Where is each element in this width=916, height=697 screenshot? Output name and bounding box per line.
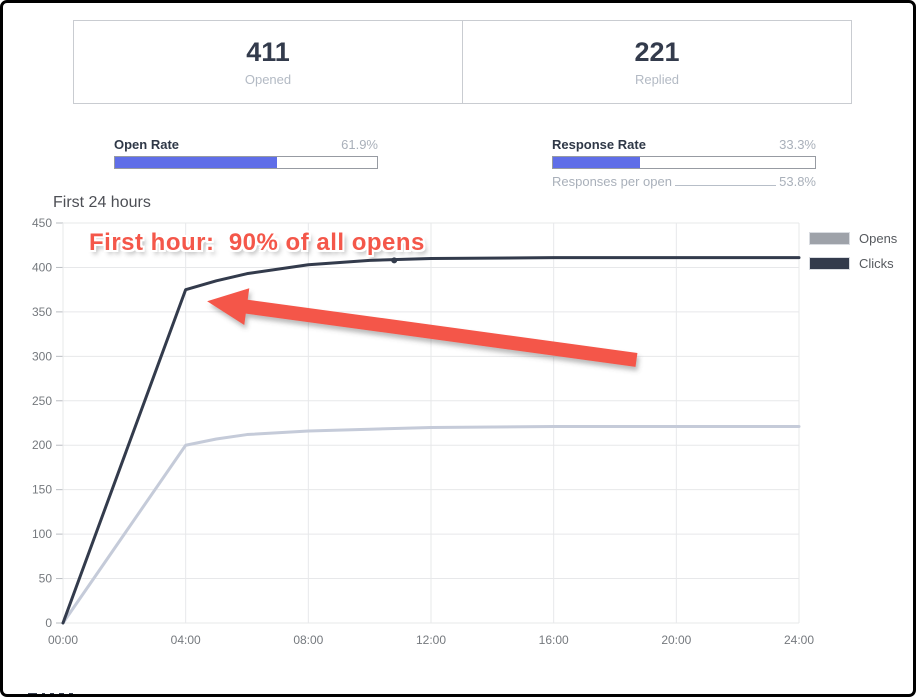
- responses-per-open-label: Responses per open: [552, 174, 672, 189]
- opened-stat-card: 411 Opened: [74, 21, 462, 103]
- svg-text:450: 450: [32, 216, 52, 230]
- legend-item-clicks[interactable]: Clicks: [809, 256, 897, 271]
- svg-text:16:00: 16:00: [539, 633, 569, 647]
- open-rate-value: 61.9%: [341, 137, 378, 152]
- svg-text:08:00: 08:00: [293, 633, 323, 647]
- legend-clicks-label: Clicks: [859, 256, 894, 271]
- chart-title: First 24 hours: [53, 194, 151, 211]
- responses-per-open-row: Responses per open 53.8%: [552, 174, 816, 189]
- svg-text:400: 400: [32, 260, 52, 274]
- leader-line: [674, 174, 777, 186]
- response-rate-value: 33.3%: [779, 137, 816, 152]
- svg-text:24:00: 24:00: [784, 633, 814, 647]
- response-rate-block: Response Rate 33.3%: [552, 137, 816, 169]
- svg-text:250: 250: [32, 394, 52, 408]
- svg-text:150: 150: [32, 483, 52, 497]
- response-rate-progressbar: [552, 156, 816, 169]
- replied-stat-card: 221 Replied: [462, 21, 851, 103]
- summary-stats-box: 411 Opened 221 Replied: [73, 20, 852, 104]
- legend-item-opens[interactable]: Opens: [809, 231, 897, 246]
- opened-label: Opened: [244, 72, 292, 87]
- chart-legend: Opens Clicks: [809, 231, 897, 281]
- responses-per-open-value: 53.8%: [779, 174, 816, 189]
- svg-text:04:00: 04:00: [171, 633, 201, 647]
- chart-annotation-text: First hour: 90% of all opens: [89, 229, 425, 256]
- svg-text:200: 200: [32, 438, 52, 452]
- response-rate-label: Response Rate: [552, 137, 646, 152]
- replied-count: 221: [634, 37, 680, 67]
- svg-text:20:00: 20:00: [661, 633, 691, 647]
- svg-text:300: 300: [32, 349, 52, 363]
- clicks-swatch-icon: [809, 257, 850, 270]
- clipped-text-fragment: [28, 693, 73, 694]
- replied-label: Replied: [634, 72, 680, 87]
- open-rate-progressbar: [114, 156, 378, 169]
- svg-text:350: 350: [32, 305, 52, 319]
- legend-opens-label: Opens: [859, 231, 898, 246]
- svg-text:0: 0: [45, 616, 52, 630]
- open-rate-block: Open Rate 61.9%: [114, 137, 378, 169]
- open-rate-label: Open Rate: [114, 137, 180, 152]
- svg-text:12:00: 12:00: [416, 633, 446, 647]
- svg-text:100: 100: [32, 527, 52, 541]
- open-rate-fill: [115, 157, 278, 168]
- opened-count: 411: [246, 37, 290, 67]
- response-rate-fill: [553, 157, 641, 168]
- opens-swatch-icon: [809, 232, 850, 245]
- svg-text:50: 50: [39, 572, 53, 586]
- svg-text:00:00: 00:00: [48, 633, 78, 647]
- line-chart: 0 50 100 150 200 250 300 350 400 450 00:00 04:00 08:…: [32, 216, 814, 647]
